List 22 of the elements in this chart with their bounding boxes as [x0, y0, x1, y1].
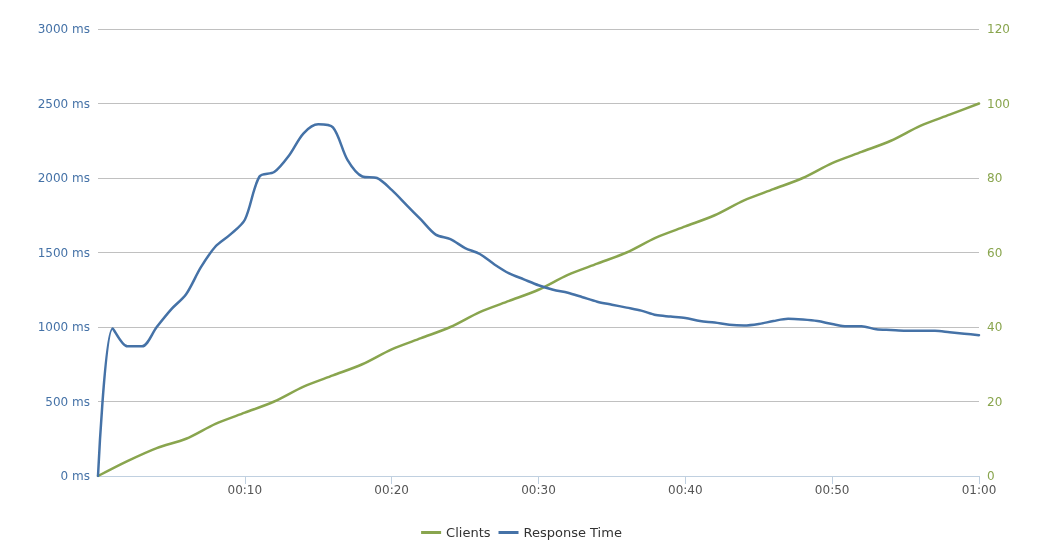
y2-tick-label: 40 [987, 320, 1003, 334]
y2-tick-label: 120 [987, 22, 1010, 36]
x-tick-label: 00:10 [227, 483, 263, 497]
legend-label: Response Time [523, 525, 622, 540]
y2-tick-label: 0 [987, 469, 995, 483]
y2-tick-label: 80 [987, 171, 1003, 185]
y2-tick-label: 20 [987, 394, 1003, 409]
x-tick-label: 00:30 [521, 483, 556, 497]
y-tick-label: 1000 ms [37, 320, 90, 334]
y-tick-label: 2000 ms [37, 171, 90, 185]
y-tick-label: 500 ms [45, 394, 90, 409]
y-tick-label: 2500 ms [37, 96, 90, 111]
x-tick-label: 01:00 [961, 483, 997, 497]
y-tick-label: 0 ms [60, 469, 90, 483]
y2-tick-label: 60 [987, 245, 1003, 260]
legend-label: Clients [446, 525, 491, 540]
x-tick-label: 00:40 [668, 483, 703, 497]
x-tick-label: 00:50 [814, 483, 850, 497]
y-tick-label: 3000 ms [37, 22, 90, 36]
x-tick-label: 00:20 [374, 483, 409, 497]
y-tick-label: 1500 ms [37, 245, 90, 260]
y2-tick-label: 100 [987, 96, 1010, 111]
